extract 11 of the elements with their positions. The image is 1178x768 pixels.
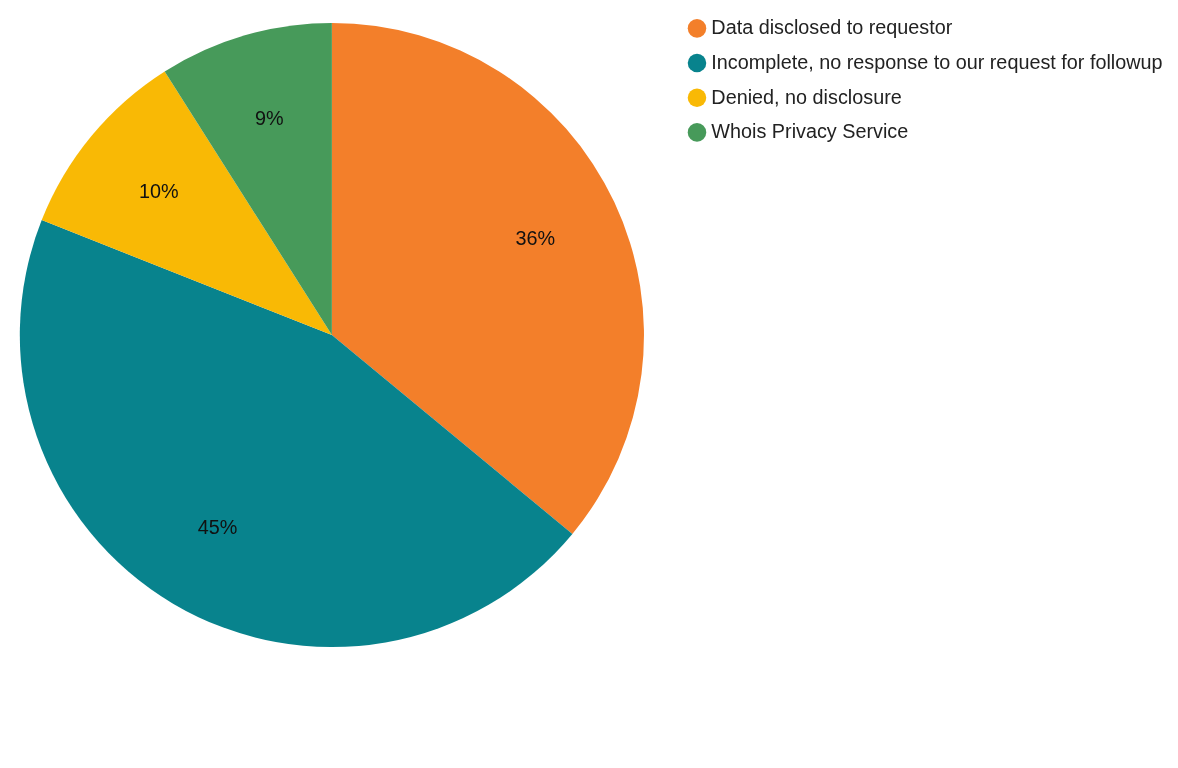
data-label: 45%: [197, 516, 238, 539]
pie-slice: [19, 220, 573, 648]
legend-label: Incomplete, no response to our request for followup: [711, 50, 1163, 73]
data-label: 9%: [254, 107, 284, 130]
legend-label: Data disclosed to requestor: [711, 16, 953, 39]
legend-label: Whois Privacy Service: [711, 120, 909, 143]
pie-slice: [331, 22, 644, 534]
data-label: 10%: [138, 179, 179, 202]
legend-label: Denied, no disclosure: [711, 85, 902, 108]
pie-slice: [41, 71, 332, 335]
data-label: 36%: [515, 227, 556, 250]
